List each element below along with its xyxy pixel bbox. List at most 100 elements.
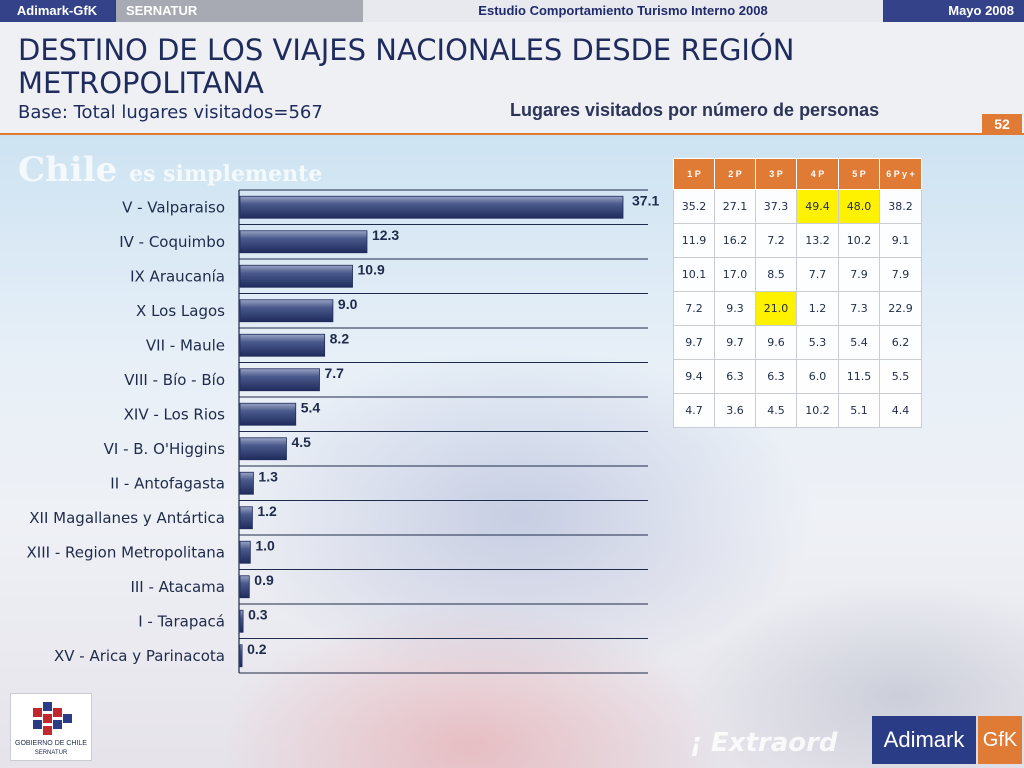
table-row: 7.2 9.3 21.0 1.2 7.3 22.9 (673, 291, 922, 326)
table-cell: 10.1 (673, 257, 715, 292)
table-header-cell: 4 P (796, 158, 839, 190)
category-label: VI - B. O'Higgins (104, 440, 226, 458)
table-cell: 21.0 (755, 291, 797, 326)
category-label: IV - Coquimbo (119, 233, 225, 251)
value-label: 12.3 (372, 227, 399, 243)
base-note: Base: Total lugares visitados=567 (18, 102, 323, 123)
extraordinario-watermark: ¡ Extraord (690, 728, 838, 758)
table-cell: 9.6 (755, 325, 797, 360)
value-label: 7.7 (324, 365, 344, 381)
table-row: 4.7 3.6 4.5 10.2 5.1 4.4 (673, 393, 922, 428)
category-label: VII - Maule (146, 336, 225, 354)
bar (239, 230, 368, 254)
table-cell: 13.2 (796, 223, 839, 258)
category-label: XV - Arica y Parinacota (54, 647, 225, 665)
table-cell: 4.7 (673, 393, 715, 428)
table-cell: 1.2 (796, 291, 839, 326)
bar-chart: V - Valparaiso 37.1 IV - Coquimbo 12.3 IX Ar… (0, 180, 680, 680)
table-cell: 7.9 (838, 257, 880, 292)
table-cell: 22.9 (879, 291, 922, 326)
category-label: X Los Lagos (136, 302, 225, 320)
table-cell: 10.2 (838, 223, 880, 258)
value-label: 8.2 (330, 330, 350, 346)
table-header-cell: 2 P (714, 158, 756, 190)
brand-tab: Adimark-GfK (0, 0, 114, 22)
value-label: 5.4 (301, 399, 321, 415)
table-cell: 6.2 (879, 325, 922, 360)
bar (239, 540, 251, 564)
header-divider (0, 133, 1024, 135)
value-label: 9.0 (338, 296, 358, 312)
value-label: 10.9 (358, 261, 385, 277)
table-cell: 27.1 (714, 189, 756, 224)
category-label: XIV - Los Rios (124, 405, 226, 423)
table-cell: 5.5 (879, 359, 922, 394)
table-cell: 7.9 (879, 257, 922, 292)
table-cell: 8.5 (755, 257, 797, 292)
value-label: 0.3 (248, 606, 268, 622)
table-cell: 17.0 (714, 257, 756, 292)
table-cell: 6.0 (796, 359, 839, 394)
client-tab: SERNATUR (116, 0, 363, 22)
table-header-cell: 5 P (838, 158, 880, 190)
table-row: 35.2 27.1 37.3 49.4 48.0 38.2 (673, 189, 922, 224)
table-cell: 9.1 (879, 223, 922, 258)
table-cell: 38.2 (879, 189, 922, 224)
bar (239, 644, 243, 668)
page-number: 52 (982, 114, 1022, 135)
table-cell: 37.3 (755, 189, 797, 224)
table-header-cell: 3 P (755, 158, 797, 190)
bar (239, 471, 254, 495)
bar (239, 333, 326, 357)
bar (239, 299, 334, 323)
category-label: IX Araucanía (130, 267, 225, 285)
bar (239, 506, 253, 530)
table-cell: 16.2 (714, 223, 756, 258)
category-label: VIII - Bío - Bío (124, 371, 225, 389)
table-cell: 11.5 (838, 359, 880, 394)
table-row: 11.9 16.2 7.2 13.2 10.2 9.1 (673, 223, 922, 258)
top-bar: Adimark-GfK SERNATUR Estudio Comportamie… (0, 0, 1024, 22)
category-label: XIII - Region Metropolitana (27, 543, 226, 561)
table-cell: 9.4 (673, 359, 715, 394)
table-cell: 6.3 (755, 359, 797, 394)
chile-watermark: Chile es simplemente (18, 150, 323, 190)
adimark-gfk-logo: Adimark GfK (872, 716, 1022, 764)
value-label: 4.5 (291, 434, 311, 450)
bar-chart-svg: V - Valparaiso 37.1 IV - Coquimbo 12.3 IX Ar… (27, 189, 659, 674)
category-label: III - Atacama (130, 578, 225, 596)
gobierno-de-chile-logo: GOBIERNO DE CHILE SERNATUR (10, 693, 92, 761)
table-row: 9.4 6.3 6.3 6.0 11.5 5.5 (673, 359, 922, 394)
table-cell: 4.4 (879, 393, 922, 428)
bar (239, 264, 353, 288)
value-label: 0.2 (247, 641, 267, 657)
table-cell: 3.6 (714, 393, 756, 428)
category-label: I - Tarapacá (138, 612, 225, 630)
table-row: 9.7 9.7 9.6 5.3 5.4 6.2 (673, 325, 922, 360)
bar (239, 575, 250, 599)
report-date: Mayo 2008 (884, 0, 1024, 22)
bar (239, 609, 244, 633)
table-header-cell: 6 P y + (879, 158, 922, 190)
bar (239, 195, 624, 219)
table-cell: 5.1 (838, 393, 880, 428)
value-label: 1.3 (258, 468, 278, 484)
table-cell: 5.4 (838, 325, 880, 360)
study-title: Estudio Comportamiento Turismo Interno 2… (363, 0, 883, 22)
bar (239, 437, 287, 461)
table-cell: 35.2 (673, 189, 715, 224)
slide-title: DESTINO DE LOS VIAJES NACIONALES DESDE R… (18, 33, 795, 100)
table-cell: 7.2 (673, 291, 715, 326)
table-header-cell: 1 P (673, 158, 715, 190)
table-cell: 9.7 (673, 325, 715, 360)
category-label: XII Magallanes y Antártica (29, 509, 225, 527)
value-label: 0.9 (254, 572, 274, 588)
table-cell: 7.3 (838, 291, 880, 326)
table-cell: 6.3 (714, 359, 756, 394)
category-label: II - Antofagasta (110, 474, 225, 492)
value-label: 37.1 (632, 192, 659, 208)
table-subtitle: Lugares visitados por número de personas (510, 100, 880, 120)
table-cell: 4.5 (755, 393, 797, 428)
